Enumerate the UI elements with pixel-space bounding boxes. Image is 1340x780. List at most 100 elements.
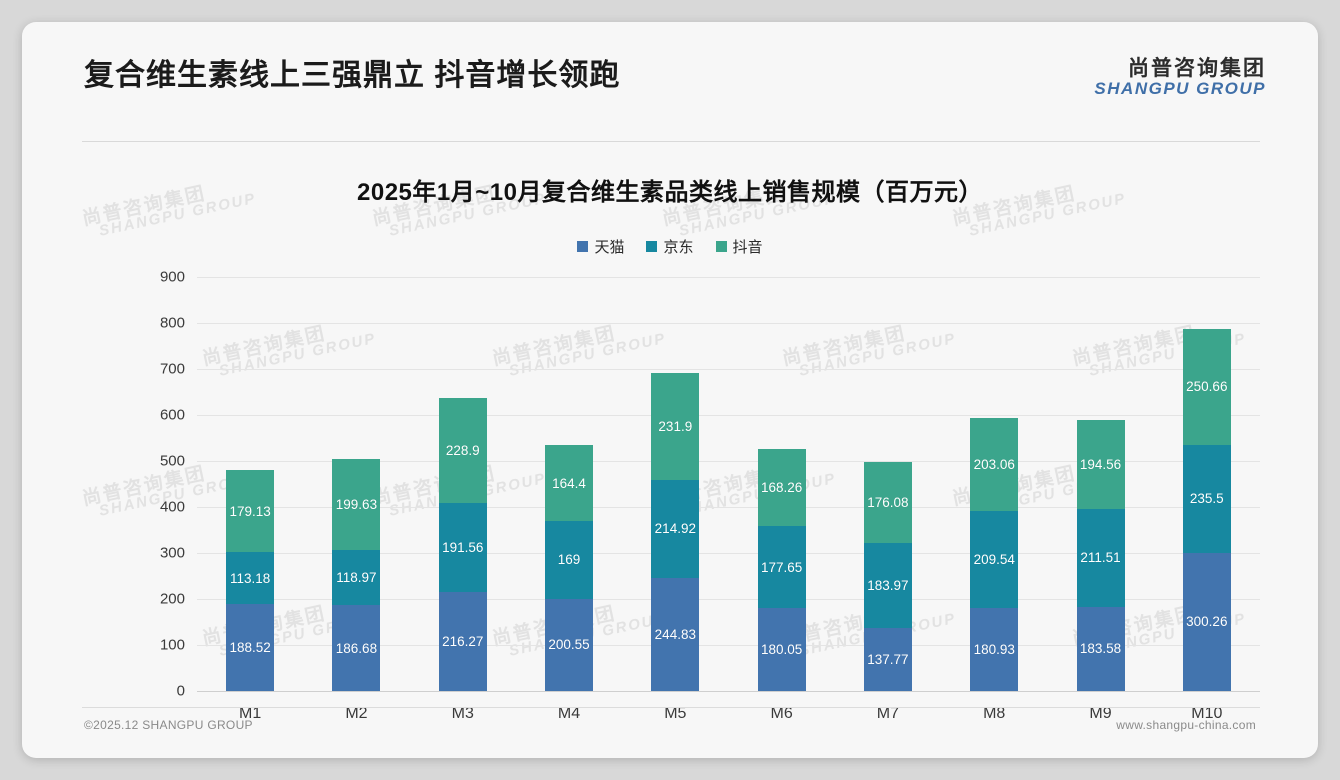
bar-segment[interactable]: 188.52 — [226, 604, 275, 691]
y-axis-tick-label: 400 — [159, 498, 185, 516]
legend-label: 京东 — [663, 239, 694, 256]
y-axis-tick-label: 500 — [159, 452, 185, 470]
bar-segment[interactable]: 250.66 — [1182, 329, 1231, 445]
page-title: 复合维生素线上三强鼎立 抖音增长领跑 — [84, 59, 621, 92]
gridline — [197, 369, 1260, 370]
gridline — [197, 461, 1260, 462]
bar-value-label: 199.63 — [335, 497, 378, 512]
bar-segment[interactable]: 194.56 — [1076, 419, 1125, 510]
bar-value-label: 203.06 — [973, 457, 1015, 473]
bar-segment[interactable]: 169 — [545, 521, 594, 599]
x-axis-tick-label: M5 — [664, 705, 687, 722]
bar-group: 199.63 118.97 186.68 M2 — [303, 277, 409, 722]
bar-segment[interactable]: 231.9 — [651, 372, 700, 480]
x-axis-tick-label: M8 — [983, 705, 1006, 722]
bar-segment[interactable]: 200.55 — [545, 598, 594, 691]
bar-value-label: 211.51 — [1080, 550, 1121, 566]
legend-item-1[interactable]: 天猫 — [577, 236, 624, 257]
bar-segment[interactable]: 244.83 — [651, 578, 700, 691]
bar-value-label: 188.52 — [229, 640, 271, 656]
x-axis-tick-label: M9 — [1089, 705, 1112, 722]
bar-segment[interactable]: 179.13 — [226, 469, 275, 553]
bar-segment[interactable]: 177.65 — [757, 526, 806, 609]
chart-bars: 179.13 113.18 188.52 M1 199.63 118.97 186.68 M2… — [197, 277, 1260, 722]
x-axis-tick-label: M2 — [345, 705, 368, 722]
y-axis-tick-label: 900 — [159, 268, 185, 286]
slide-header: 复合维生素线上三强鼎立 抖音增长领跑 尚普咨询集团 SHANGPU GROUP — [22, 22, 1318, 119]
y-axis-tick-label: 200 — [159, 590, 185, 608]
bar-value-label: 191.56 — [442, 539, 484, 555]
legend-item-3[interactable]: 抖音 — [715, 236, 763, 257]
y-axis-tick-label: 300 — [159, 544, 185, 562]
bar-value-label: 228.9 — [445, 443, 480, 459]
x-axis-tick-label: M10 — [1191, 705, 1223, 722]
bar-value-label: 214.92 — [654, 521, 696, 537]
bar-group: 228.9 191.56 216.27 M3 — [410, 277, 516, 722]
gridline — [197, 323, 1260, 324]
stacked-bar[interactable]: 168.26 177.65 180.05 — [757, 449, 806, 691]
bar-segment[interactable]: 168.26 — [757, 449, 806, 527]
gridline — [197, 277, 1260, 278]
bar-group: 194.56 211.51 183.58 M9 — [1047, 277, 1153, 722]
chart-legend: 天猫 京东 抖音 — [22, 236, 1318, 257]
stacked-bar[interactable]: 250.66 235.5 300.26 — [1182, 329, 1231, 691]
legend-label: 天猫 — [594, 239, 625, 256]
gridline — [197, 691, 1260, 692]
bar-value-label: 209.54 — [973, 552, 1015, 568]
bar-segment[interactable]: 191.56 — [438, 503, 487, 592]
bar-segment[interactable]: 211.51 — [1076, 509, 1125, 607]
legend-swatch-icon — [715, 241, 727, 252]
bar-value-label: 113.18 — [229, 570, 271, 586]
bar-value-label: 168.26 — [760, 480, 803, 496]
stacked-bar[interactable]: 176.08 183.97 137.77 — [863, 462, 912, 691]
bar-segment[interactable]: 216.27 — [438, 591, 487, 691]
bar-segment[interactable]: 183.58 — [1076, 606, 1125, 691]
chart-plot-area: 900 800 700 600 500 400 300 200 100 0 179.13 113.1… — [160, 269, 1260, 722]
bar-segment[interactable]: 209.54 — [970, 511, 1019, 608]
bar-segment[interactable]: 186.68 — [332, 605, 381, 691]
bar-group: 231.9 214.92 244.83 M5 — [622, 277, 728, 722]
bar-segment[interactable]: 214.92 — [651, 479, 700, 579]
legend-item-2[interactable]: 京东 — [646, 236, 694, 257]
gridline — [197, 645, 1260, 646]
bar-group: 164.4 169 200.55 M4 — [516, 277, 622, 722]
x-axis-tick-label: M1 — [239, 705, 262, 722]
x-axis-tick-label: M6 — [770, 705, 793, 722]
bar-segment[interactable]: 199.63 — [332, 458, 381, 551]
bar-segment[interactable]: 180.05 — [757, 608, 806, 691]
bar-value-label: 118.97 — [336, 570, 377, 586]
stacked-bar[interactable]: 199.63 118.97 186.68 — [332, 458, 381, 691]
bar-value-label: 194.56 — [1079, 457, 1122, 473]
bar-segment[interactable]: 176.08 — [863, 462, 912, 544]
bar-value-label: 235.5 — [1189, 491, 1224, 507]
x-axis-tick-label: M4 — [557, 705, 581, 722]
bar-value-label: 183.97 — [867, 577, 909, 593]
stacked-bar[interactable]: 228.9 191.56 216.27 — [438, 398, 487, 691]
stacked-bar[interactable]: 203.06 209.54 180.93 — [970, 418, 1019, 691]
y-axis-tick-label: 100 — [159, 636, 185, 654]
bar-value-label: 200.55 — [548, 637, 590, 653]
bar-segment[interactable]: 235.5 — [1182, 444, 1231, 553]
stacked-bar[interactable]: 164.4 169 200.55 — [545, 445, 594, 691]
bar-segment[interactable]: 113.18 — [226, 552, 275, 605]
x-axis-tick-label: M3 — [451, 705, 474, 722]
bar-segment[interactable]: 118.97 — [332, 550, 381, 606]
stacked-bar[interactable]: 194.56 211.51 183.58 — [1076, 419, 1125, 691]
bar-segment[interactable]: 137.77 — [863, 627, 912, 691]
bar-group: 179.13 113.18 188.52 M1 — [197, 277, 303, 722]
y-axis-tick-label: 0 — [176, 682, 185, 700]
stacked-bar[interactable]: 231.9 214.92 244.83 — [651, 372, 700, 691]
footer-copyright: ©2025.12 SHANGPU GROUP — [84, 718, 253, 732]
bar-segment[interactable]: 180.93 — [970, 607, 1019, 691]
bar-segment[interactable]: 164.4 — [545, 445, 594, 522]
bar-segment[interactable]: 300.26 — [1182, 552, 1231, 691]
brand-logo: 尚普咨询集团 SHANGPU GROUP — [1094, 57, 1266, 98]
bar-segment[interactable]: 183.97 — [863, 543, 912, 628]
stacked-bar[interactable]: 179.13 113.18 188.52 — [226, 469, 275, 691]
bar-value-label: 180.05 — [760, 642, 803, 658]
bar-value-label: 137.77 — [867, 651, 909, 667]
bar-segment[interactable]: 203.06 — [970, 418, 1019, 512]
bar-value-label: 231.9 — [658, 418, 693, 434]
bar-segment[interactable]: 228.9 — [438, 398, 487, 504]
bar-value-label: 300.26 — [1186, 614, 1228, 630]
